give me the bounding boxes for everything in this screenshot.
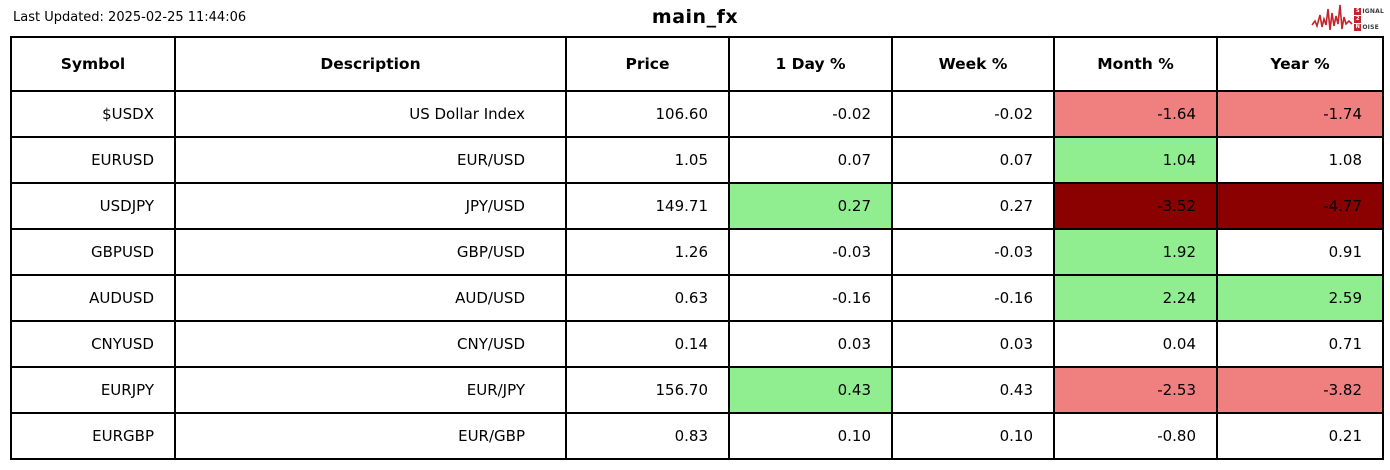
logo-number-2: 2 (1354, 15, 1362, 23)
table-row: CNYUSD CNY/USD 0.14 0.03 0.03 0.04 0.71 (10, 320, 1384, 368)
table-cell: -4.77 (1216, 182, 1384, 230)
table-cell: 1.92 (1053, 228, 1218, 276)
waveform-icon (1311, 2, 1353, 36)
column-header-description: Description (174, 36, 567, 92)
table-cell: -0.16 (728, 274, 893, 322)
logo-letter-n: N (1354, 23, 1362, 31)
logo-line-2: 2 (1354, 15, 1384, 23)
table-cell: EURUSD (10, 136, 176, 184)
table-cell: 1.04 (1053, 136, 1218, 184)
table-cell: 0.10 (728, 412, 893, 460)
table-cell: AUDUSD (10, 274, 176, 322)
column-header-month: Month % (1053, 36, 1218, 92)
table-cell: 0.07 (891, 136, 1055, 184)
table-cell: 0.03 (728, 320, 893, 368)
logo-signal-rest: IGNAL (1362, 7, 1384, 15)
table-cell: -0.03 (728, 228, 893, 276)
table-cell: GBP/USD (174, 228, 567, 276)
table-cell: 0.43 (728, 366, 893, 414)
table-cell: AUD/USD (174, 274, 567, 322)
logo-line-signal: S IGNAL (1354, 7, 1384, 15)
table-cell: CNY/USD (174, 320, 567, 368)
table-cell: -1.74 (1216, 90, 1384, 138)
table-cell: EURJPY (10, 366, 176, 414)
table-cell: 1.05 (565, 136, 730, 184)
table-cell: 0.07 (728, 136, 893, 184)
table-cell: 0.14 (565, 320, 730, 368)
table-row: EURJPY EUR/JPY 156.70 0.43 0.43 -2.53 -3.82 (10, 366, 1384, 414)
fx-table: Symbol Description Price 1 Day % Week % … (10, 36, 1384, 460)
table-cell: 0.10 (891, 412, 1055, 460)
table-cell: -0.80 (1053, 412, 1218, 460)
table-row: $USDX US Dollar Index 106.60 -0.02 -0.02 -1.6… (10, 90, 1384, 138)
table-cell: 0.71 (1216, 320, 1384, 368)
table-cell: -3.52 (1053, 182, 1218, 230)
table-cell: EURGBP (10, 412, 176, 460)
table-cell: EUR/JPY (174, 366, 567, 414)
logo-line-noise: N OISE (1354, 23, 1384, 31)
table-cell: 0.43 (891, 366, 1055, 414)
table-cell: 1.26 (565, 228, 730, 276)
table-cell: 2.24 (1053, 274, 1218, 322)
table-cell: -3.82 (1216, 366, 1384, 414)
column-header-1day: 1 Day % (728, 36, 893, 92)
table-cell: $USDX (10, 90, 176, 138)
table-cell: 0.83 (565, 412, 730, 460)
column-header-week: Week % (891, 36, 1055, 92)
logo-noise-rest: OISE (1362, 23, 1379, 31)
table-row: EURGBP EUR/GBP 0.83 0.10 0.10 -0.80 0.21 (10, 412, 1384, 460)
column-header-year: Year % (1216, 36, 1384, 92)
table-cell: 0.03 (891, 320, 1055, 368)
table-cell: 106.60 (565, 90, 730, 138)
table-cell: 156.70 (565, 366, 730, 414)
table-cell: -0.03 (891, 228, 1055, 276)
table-cell: 0.91 (1216, 228, 1384, 276)
column-header-price: Price (565, 36, 730, 92)
table-cell: 1.08 (1216, 136, 1384, 184)
table-cell: -0.02 (891, 90, 1055, 138)
table-cell: -1.64 (1053, 90, 1218, 138)
table-cell: JPY/USD (174, 182, 567, 230)
table-cell: -0.16 (891, 274, 1055, 322)
table-cell: 0.04 (1053, 320, 1218, 368)
table-cell: 2.59 (1216, 274, 1384, 322)
column-header-symbol: Symbol (10, 36, 176, 92)
table-header-row: Symbol Description Price 1 Day % Week % … (10, 36, 1384, 92)
table-cell: -2.53 (1053, 366, 1218, 414)
last-updated-timestamp: Last Updated: 2025-02-25 11:44:06 (13, 10, 247, 25)
table-row: EURUSD EUR/USD 1.05 0.07 0.07 1.04 1.08 (10, 136, 1384, 184)
table-cell: 0.27 (728, 182, 893, 230)
table-body: $USDX US Dollar Index 106.60 -0.02 -0.02 -1.6… (10, 90, 1384, 460)
table-cell: EUR/GBP (174, 412, 567, 460)
table-cell: 0.27 (891, 182, 1055, 230)
table-cell: 0.63 (565, 274, 730, 322)
table-row: GBPUSD GBP/USD 1.26 -0.03 -0.03 1.92 0.91 (10, 228, 1384, 276)
table-row: AUDUSD AUD/USD 0.63 -0.16 -0.16 2.24 2.59 (10, 274, 1384, 322)
page-title: main_fx (651, 6, 739, 28)
table-cell: EUR/USD (174, 136, 567, 184)
logo-letter-s: S (1354, 7, 1362, 15)
table-cell: -0.02 (728, 90, 893, 138)
logo-wordmark: S IGNAL 2 N OISE (1354, 7, 1384, 31)
table-row: USDJPY JPY/USD 149.71 0.27 0.27 -3.52 -4.77 (10, 182, 1384, 230)
table-cell: 149.71 (565, 182, 730, 230)
table-cell: GBPUSD (10, 228, 176, 276)
table-cell: 0.21 (1216, 412, 1384, 460)
table-cell: CNYUSD (10, 320, 176, 368)
table-cell: US Dollar Index (174, 90, 567, 138)
signal2noise-logo: S IGNAL 2 N OISE (1311, 2, 1384, 36)
table-cell: USDJPY (10, 182, 176, 230)
